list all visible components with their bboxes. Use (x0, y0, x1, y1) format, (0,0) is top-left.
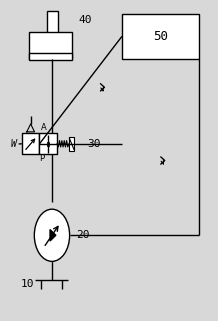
Bar (47, 142, 49, 145)
Bar (47, 11, 58, 35)
Text: 30: 30 (87, 139, 101, 149)
Bar (39, 134, 57, 154)
Bar (69, 137, 74, 151)
Bar (122, 14, 199, 59)
Text: 50: 50 (153, 30, 168, 43)
Text: P: P (39, 154, 44, 163)
Circle shape (34, 209, 70, 261)
Polygon shape (50, 230, 56, 241)
Text: A: A (41, 123, 47, 132)
Text: 40: 40 (79, 15, 92, 25)
Text: 10: 10 (21, 279, 34, 289)
Bar (22, 134, 39, 154)
Text: W: W (10, 139, 16, 149)
Bar (29, 32, 72, 59)
Text: 20: 20 (76, 230, 89, 240)
Bar (29, 53, 72, 60)
